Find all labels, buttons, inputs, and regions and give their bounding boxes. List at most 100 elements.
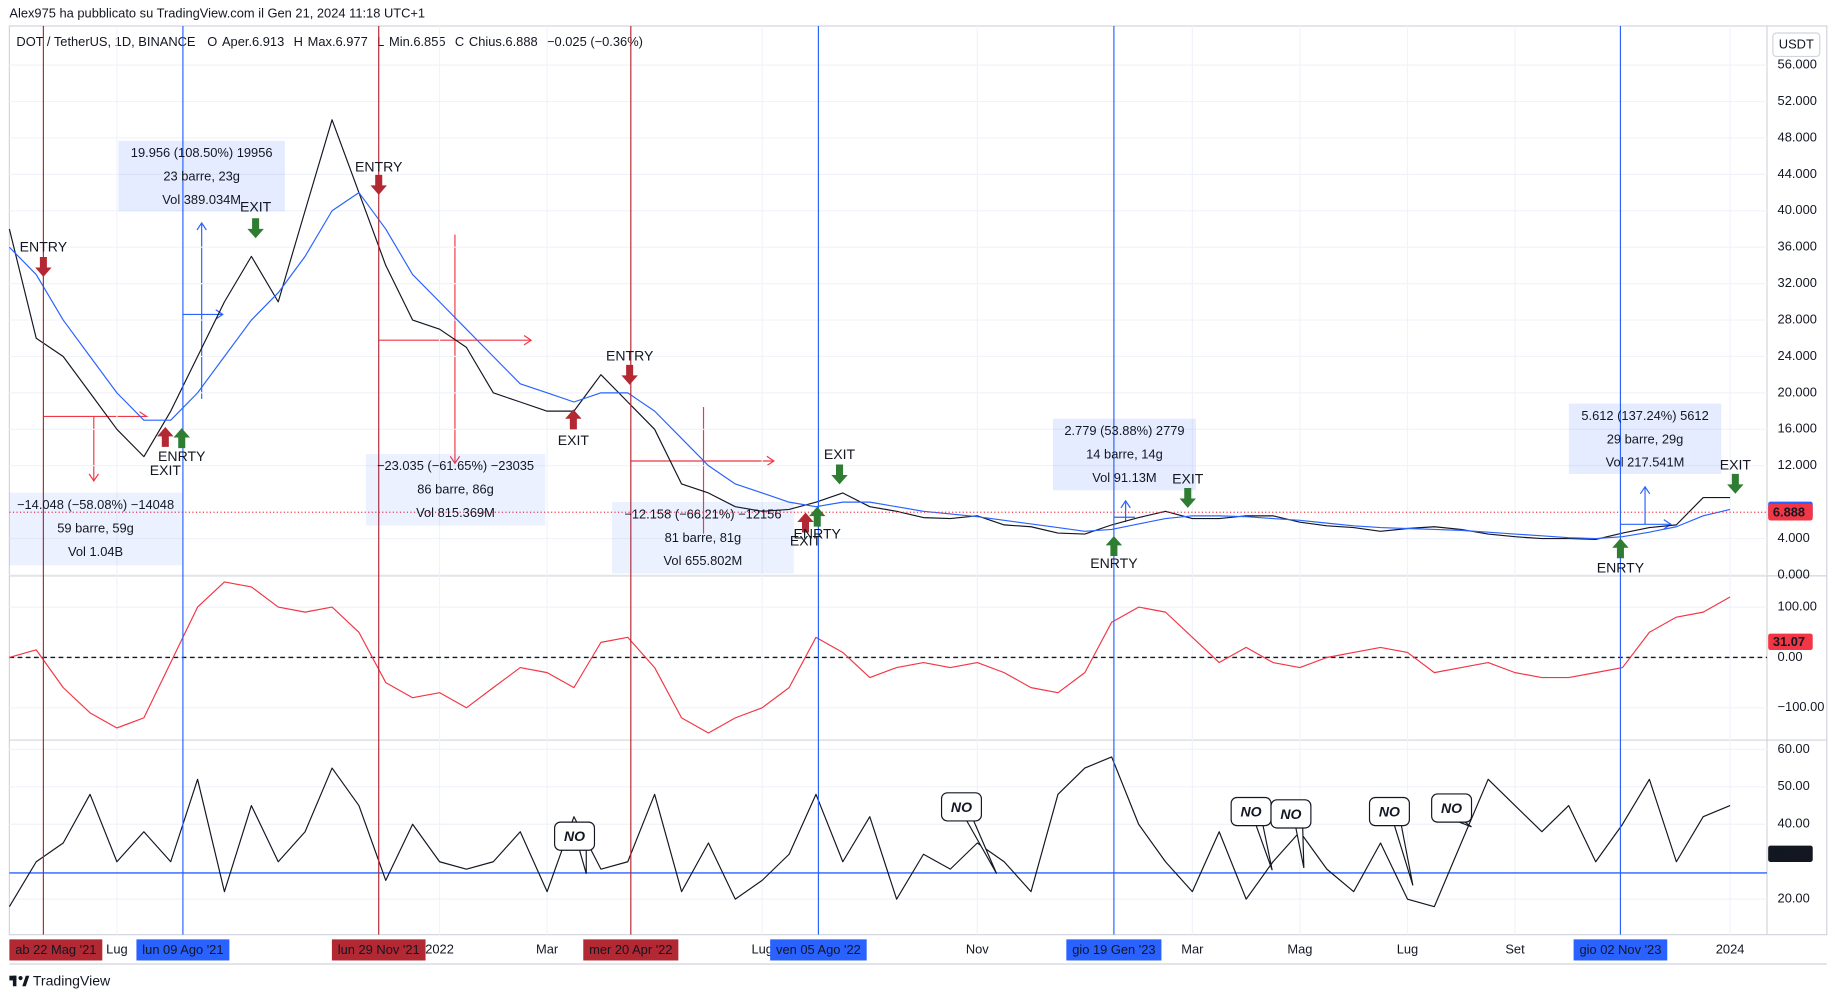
measure-text: Vol 1.04B bbox=[68, 544, 123, 559]
y-tick-label: 12.000 bbox=[1778, 457, 1817, 472]
signal-arrow bbox=[1727, 473, 1744, 494]
measure-text: 23 barre, 23g bbox=[163, 169, 240, 184]
callout-text: NO bbox=[1280, 806, 1301, 822]
measure-guide bbox=[766, 455, 775, 467]
x-tick-label: Mag bbox=[1287, 941, 1312, 956]
measure-box bbox=[118, 140, 285, 212]
callout-box bbox=[1368, 796, 1410, 827]
legend-text: L bbox=[377, 34, 384, 49]
measure-text: 81 barre, 81g bbox=[665, 530, 742, 545]
measure-guide bbox=[1639, 485, 1651, 495]
y-tick-label: 40.000 bbox=[1778, 202, 1817, 217]
y-tick-label: 24.000 bbox=[1778, 348, 1817, 363]
y-tick-label: 0.00 bbox=[1778, 649, 1803, 664]
legend-text: Max.6.977 bbox=[308, 34, 368, 49]
brand-logo bbox=[9, 975, 30, 987]
legend-text: H bbox=[294, 34, 303, 49]
signal-arrow bbox=[797, 512, 814, 533]
callout-box bbox=[1431, 793, 1473, 823]
signal-label: EXIT bbox=[1720, 456, 1752, 472]
marker-label-box bbox=[136, 939, 230, 961]
legend-text: Aper.6.913 bbox=[222, 34, 284, 49]
x-tick-label: Lug bbox=[106, 941, 127, 956]
callout-text: NO bbox=[951, 799, 972, 815]
legend-text: C bbox=[455, 34, 464, 49]
last-value-label: 32.11 bbox=[1773, 846, 1805, 861]
callout-tail bbox=[1295, 826, 1305, 868]
y-tick-label: 48.000 bbox=[1778, 129, 1817, 144]
y-tick-label: 0.000 bbox=[1778, 566, 1810, 581]
series-line bbox=[8, 119, 1731, 541]
callout-text: NO bbox=[1441, 800, 1462, 816]
signal-arrow bbox=[1179, 487, 1196, 508]
measure-text: 59 barre, 59g bbox=[57, 520, 134, 535]
y-tick-label: 100.00 bbox=[1778, 599, 1817, 614]
brand: TradingView bbox=[33, 972, 111, 988]
currency-box bbox=[1772, 32, 1821, 58]
signal-arrow bbox=[370, 174, 387, 195]
measure-guide bbox=[449, 455, 461, 465]
marker-label: mer 20 Apr '22 bbox=[589, 942, 672, 957]
measure-box bbox=[1568, 403, 1722, 474]
measure-text: Vol 91.13M bbox=[1092, 470, 1156, 485]
marker-label-box bbox=[1066, 939, 1162, 961]
last-value-label: 6.888 bbox=[1773, 504, 1805, 519]
x-tick-label: Lug bbox=[751, 941, 772, 956]
measure-guide bbox=[88, 473, 99, 482]
signal-label: EXIT bbox=[1172, 470, 1204, 486]
marker-label-box bbox=[770, 939, 867, 961]
x-tick-label: Nov bbox=[966, 941, 989, 956]
measure-box bbox=[612, 502, 794, 574]
x-tick-label: Mar bbox=[536, 941, 559, 956]
logo-part bbox=[18, 975, 23, 981]
measure-guide bbox=[43, 411, 149, 418]
signal-arrow bbox=[831, 464, 848, 485]
currency: USDT bbox=[1779, 37, 1814, 52]
callout-tail bbox=[1255, 824, 1273, 871]
legend-text: Min.6.855 bbox=[389, 34, 446, 49]
measure-guide bbox=[523, 335, 533, 346]
measure-text: Vol 217.541M bbox=[1606, 455, 1685, 470]
signal-label: EXIT bbox=[150, 462, 182, 478]
series-layer bbox=[8, 119, 1767, 908]
callout-tail bbox=[1393, 824, 1414, 886]
y-tick-label: −100.00 bbox=[1778, 699, 1825, 714]
signal-label: ENTRY bbox=[355, 159, 403, 175]
marker-label-box bbox=[9, 939, 103, 961]
y-tick-label: 52.000 bbox=[1778, 93, 1817, 108]
callout-box bbox=[940, 792, 982, 822]
marker-label: gio 19 Gen '23 bbox=[1072, 942, 1155, 957]
marker-label: ab 22 Mag '21 bbox=[15, 942, 96, 957]
measure-text: −12.158 (−66.21%) −12156 bbox=[624, 506, 781, 521]
signal-label: ENRTY bbox=[1090, 555, 1138, 571]
signal-arrow bbox=[173, 428, 190, 449]
signal-label: EXIT bbox=[824, 446, 856, 462]
y-tick-label: 20.00 bbox=[1778, 891, 1810, 906]
marker-label: lun 29 Nov '21 bbox=[338, 942, 420, 957]
legend-text: O bbox=[207, 34, 217, 49]
signal-label: ENTRY bbox=[20, 238, 68, 254]
signal-arrow bbox=[809, 506, 826, 527]
x-tick-label: Set bbox=[1505, 941, 1525, 956]
measure-text: 19.956 (108.50%) 19956 bbox=[131, 145, 273, 160]
signal-arrow bbox=[565, 409, 582, 430]
measure-text: 2.779 (53.88%) 2779 bbox=[1064, 423, 1184, 438]
pane-frames bbox=[8, 25, 1828, 965]
y-tick-label: 16.000 bbox=[1778, 421, 1817, 436]
marker-label-box bbox=[331, 939, 426, 961]
legend-text: Chius.6.888 bbox=[469, 34, 538, 49]
callout-tail bbox=[578, 848, 587, 874]
y-tick-label: 20.000 bbox=[1778, 384, 1817, 399]
measure-box bbox=[1052, 418, 1196, 491]
measure-text: Vol 389.034M bbox=[162, 192, 241, 207]
signal-arrow bbox=[247, 218, 264, 239]
measure-box bbox=[9, 492, 182, 566]
callout-text: NO bbox=[1379, 803, 1400, 819]
measure-text: −23.035 (−61.65%) −23035 bbox=[377, 458, 534, 473]
measure-guide bbox=[1663, 519, 1672, 530]
marker-label: ven 05 Ago '22 bbox=[776, 942, 861, 957]
series-line bbox=[9, 581, 1731, 734]
last-value-box bbox=[1768, 504, 1813, 521]
